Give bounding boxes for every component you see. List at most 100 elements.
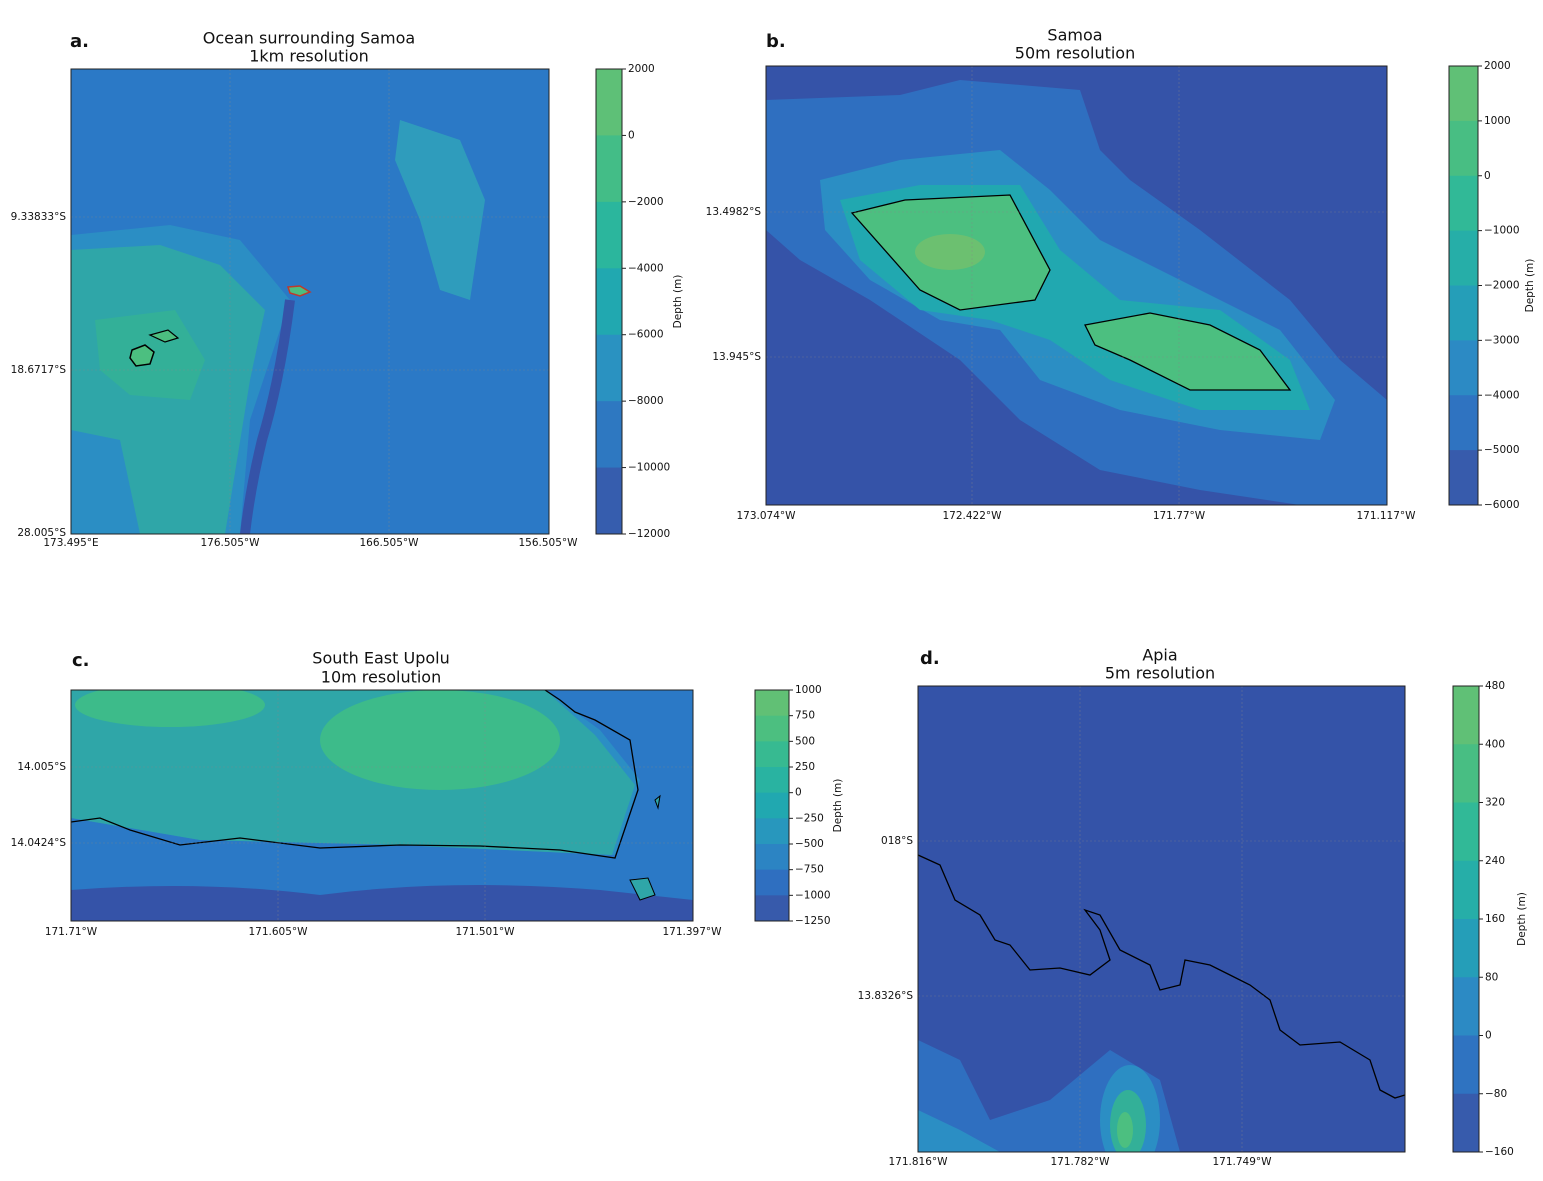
colorbar-band [755, 792, 789, 819]
colorbar-tick-label: −6000 [1484, 499, 1520, 511]
colorbar-tick-label: −4000 [628, 262, 664, 274]
lon-label: 171.397°W [662, 926, 722, 938]
lon-label: 156.505°W [518, 537, 578, 549]
colorbar-band [1449, 66, 1478, 122]
colorbar-tick-label: −160 [1485, 1146, 1514, 1158]
lon-label: 171.782°W [1050, 1156, 1110, 1168]
colorbar-tick-label: −1250 [795, 915, 831, 927]
panel-title: 50m resolution [1015, 44, 1135, 63]
panel-title: 5m resolution [1105, 664, 1215, 683]
lon-label: 171.816°W [888, 1156, 948, 1168]
panel-title: 10m resolution [321, 668, 441, 687]
lon-label: 173.074°W [736, 510, 796, 522]
panel-label: d. [920, 648, 940, 669]
lon-label: 166.505°W [359, 537, 419, 549]
colorbar-band [596, 268, 622, 336]
colorbar-band [1453, 919, 1479, 978]
colorbar-band [1449, 175, 1478, 232]
colorbar-band [1449, 120, 1478, 177]
lat-label: 28.005°S [17, 527, 66, 539]
colorbar-band [755, 767, 789, 794]
lon-label: 171.117°W [1356, 510, 1416, 522]
colorbar-tick-label: −4000 [1484, 389, 1520, 401]
map-c [71, 690, 693, 921]
colorbar-frame [595, 68, 623, 535]
map-b [766, 66, 1387, 505]
colorbar-tick-label: 1000 [795, 684, 822, 696]
panel-title: Ocean surrounding Samoa [203, 29, 415, 48]
colorbar-band [1449, 285, 1478, 341]
colorbar-tick-label: −10000 [628, 462, 670, 474]
colorbar-band [1449, 340, 1478, 396]
lon-label: 171.605°W [248, 926, 308, 938]
colorbar-band [755, 715, 789, 742]
lat-label: 14.0424°S [11, 837, 67, 849]
panel-title: Samoa [1047, 26, 1102, 45]
colorbar-tick-label: 240 [1485, 855, 1505, 867]
colorbar-band [755, 741, 789, 768]
colorbar-band [596, 401, 622, 469]
lon-label: 171.77°W [1153, 510, 1206, 522]
colorbar-tick-label: 320 [1485, 797, 1505, 809]
colorbar-tick-label: −8000 [628, 395, 664, 407]
colorbar-tick-label: 0 [795, 787, 802, 799]
lat-label: 13.8326°S [858, 990, 914, 1002]
colorbar-band [1453, 860, 1479, 920]
colorbar-tick-label: 750 [795, 710, 815, 722]
colorbar-label: Depth (m) [1524, 259, 1536, 313]
colorbar-tick-label: 0 [1485, 1030, 1492, 1042]
colorbar-tick-label: 1000 [1484, 115, 1511, 127]
colorbar-tick-label: −80 [1485, 1088, 1507, 1100]
lon-label: 171.501°W [455, 926, 515, 938]
panel-title: 1km resolution [249, 47, 369, 66]
colorbar-tick-label: 480 [1485, 680, 1505, 692]
colorbar-band [596, 201, 622, 269]
lon-label: 172.422°W [942, 510, 1002, 522]
colorbar-band [1453, 1035, 1479, 1095]
colorbar-band [755, 895, 789, 922]
colorbar-band [596, 334, 622, 402]
panel-label: b. [766, 31, 786, 52]
colorbar-tick-label: −1000 [795, 889, 831, 901]
colorbar-tick-label: −12000 [628, 528, 670, 540]
lat-label: 13.945°S [712, 351, 761, 363]
colorbar-tick-label: 2000 [628, 63, 655, 75]
colorbar-tick-label: 250 [795, 761, 815, 773]
colorbar-band [1453, 802, 1479, 862]
map-d [918, 686, 1405, 1152]
colorbar-tick-label: −6000 [628, 329, 664, 341]
lon-label: 171.749°W [1212, 1156, 1272, 1168]
colorbar-band [755, 818, 789, 845]
colorbar-tick-label: 0 [628, 129, 635, 141]
colorbar-band [755, 869, 789, 896]
panel-title: Apia [1142, 646, 1177, 665]
colorbar-tick-label: 160 [1485, 913, 1505, 925]
panel-label: a. [70, 31, 89, 52]
lon-label: 173.495°E [43, 537, 98, 549]
colorbar-tick-label: −750 [795, 864, 824, 876]
colorbar-tick-label: −1000 [1484, 225, 1520, 237]
colorbar-tick-label: 400 [1485, 738, 1505, 750]
colorbar-tick-label: −3000 [1484, 334, 1520, 346]
colorbar-band [1449, 395, 1478, 451]
colorbar-label: Depth (m) [832, 779, 844, 833]
colorbar-band [1453, 744, 1479, 803]
colorbar-band [1453, 1093, 1479, 1153]
colorbar-band [596, 467, 622, 535]
colorbar-tick-label: 0 [1484, 170, 1491, 182]
colorbar-tick-label: 80 [1485, 971, 1498, 983]
colorbar-band [1449, 230, 1478, 286]
colorbar-band [755, 690, 789, 717]
lat-label: 13.4982°S [706, 206, 762, 218]
colorbar-band [1453, 686, 1479, 745]
colorbar-tick-label: 500 [795, 735, 815, 747]
colorbar-tick-label: −5000 [1484, 444, 1520, 456]
lon-label: 176.505°W [200, 537, 260, 549]
lat-label: 14.005°S [17, 761, 66, 773]
panel-title: South East Upolu [312, 649, 449, 668]
colorbar-tick-label: −500 [795, 838, 824, 850]
colorbar-tick-label: −250 [795, 812, 824, 824]
colorbar-tick-label: −2000 [628, 196, 664, 208]
colorbar-label: Depth (m) [1516, 892, 1528, 946]
